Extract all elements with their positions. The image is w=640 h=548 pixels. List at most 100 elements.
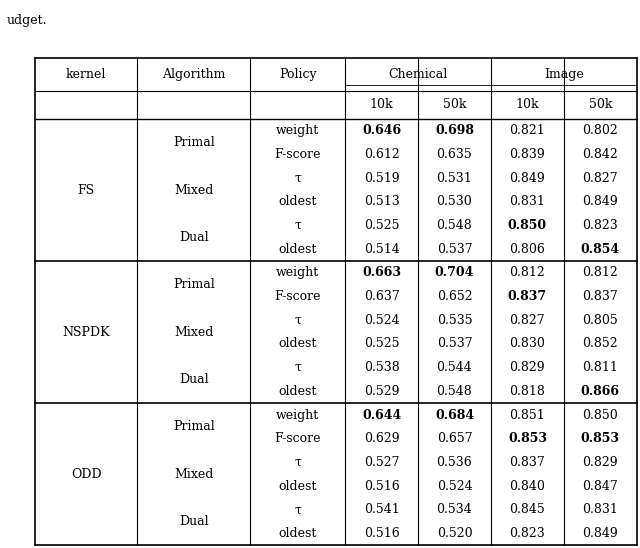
Text: 0.531: 0.531	[436, 172, 472, 185]
Text: 0.847: 0.847	[582, 480, 618, 493]
Text: 0.548: 0.548	[436, 219, 472, 232]
Text: 0.823: 0.823	[509, 527, 545, 540]
Text: τ: τ	[294, 219, 301, 232]
Text: τ: τ	[294, 456, 301, 469]
Text: 0.830: 0.830	[509, 338, 545, 351]
Text: 0.635: 0.635	[436, 148, 472, 161]
Text: 0.698: 0.698	[435, 124, 474, 138]
Text: τ: τ	[294, 314, 301, 327]
Text: Dual: Dual	[179, 515, 209, 528]
Text: Mixed: Mixed	[174, 467, 214, 481]
Text: 0.852: 0.852	[582, 338, 618, 351]
Text: 0.818: 0.818	[509, 385, 545, 398]
Text: ODD: ODD	[71, 467, 102, 481]
Text: 0.514: 0.514	[364, 243, 399, 256]
Text: oldest: oldest	[278, 480, 317, 493]
Text: oldest: oldest	[278, 196, 317, 208]
Text: 0.823: 0.823	[582, 219, 618, 232]
Text: 0.849: 0.849	[582, 196, 618, 208]
Text: 0.854: 0.854	[580, 243, 620, 256]
Text: Primal: Primal	[173, 136, 214, 149]
Text: 0.821: 0.821	[509, 124, 545, 138]
Text: oldest: oldest	[278, 527, 317, 540]
Text: Primal: Primal	[173, 420, 214, 433]
Text: τ: τ	[294, 361, 301, 374]
Text: 0.534: 0.534	[436, 503, 472, 516]
Text: 0.853: 0.853	[581, 432, 620, 445]
Text: 0.535: 0.535	[436, 314, 472, 327]
Text: 0.544: 0.544	[436, 361, 472, 374]
Text: weight: weight	[276, 408, 319, 421]
Text: 0.525: 0.525	[364, 338, 399, 351]
Text: 0.538: 0.538	[364, 361, 399, 374]
Text: 0.829: 0.829	[509, 361, 545, 374]
Text: oldest: oldest	[278, 338, 317, 351]
Text: 0.529: 0.529	[364, 385, 399, 398]
Text: 0.849: 0.849	[509, 172, 545, 185]
Text: 0.513: 0.513	[364, 196, 399, 208]
Text: 0.537: 0.537	[436, 338, 472, 351]
Text: 0.812: 0.812	[582, 266, 618, 279]
Text: Mixed: Mixed	[174, 184, 214, 197]
Text: F-score: F-score	[275, 432, 321, 445]
Text: F-score: F-score	[275, 148, 321, 161]
Text: oldest: oldest	[278, 243, 317, 256]
Text: 0.839: 0.839	[509, 148, 545, 161]
Text: 0.850: 0.850	[508, 219, 547, 232]
Text: 0.637: 0.637	[364, 290, 399, 303]
Text: 0.851: 0.851	[509, 408, 545, 421]
Text: 0.537: 0.537	[436, 243, 472, 256]
Text: 0.644: 0.644	[362, 408, 401, 421]
Text: 0.837: 0.837	[582, 290, 618, 303]
Text: 0.548: 0.548	[436, 385, 472, 398]
Text: kernel: kernel	[66, 67, 106, 81]
Text: 0.684: 0.684	[435, 408, 474, 421]
Text: 0.840: 0.840	[509, 480, 545, 493]
Text: Image: Image	[544, 67, 584, 81]
Text: 0.663: 0.663	[362, 266, 401, 279]
Text: 0.831: 0.831	[509, 196, 545, 208]
Text: τ: τ	[294, 172, 301, 185]
Text: τ: τ	[294, 503, 301, 516]
Text: 0.516: 0.516	[364, 527, 399, 540]
Text: 0.837: 0.837	[509, 456, 545, 469]
Text: 0.866: 0.866	[581, 385, 620, 398]
Text: 0.652: 0.652	[436, 290, 472, 303]
Text: Dual: Dual	[179, 231, 209, 244]
Text: 0.802: 0.802	[582, 124, 618, 138]
Text: 0.527: 0.527	[364, 456, 399, 469]
Text: 0.541: 0.541	[364, 503, 399, 516]
Text: Policy: Policy	[279, 67, 317, 81]
Text: 0.812: 0.812	[509, 266, 545, 279]
Text: Mixed: Mixed	[174, 326, 214, 339]
Text: 0.811: 0.811	[582, 361, 618, 374]
Text: 0.524: 0.524	[364, 314, 399, 327]
Text: 0.831: 0.831	[582, 503, 618, 516]
Text: 0.536: 0.536	[436, 456, 472, 469]
Text: 0.806: 0.806	[509, 243, 545, 256]
Text: 0.829: 0.829	[582, 456, 618, 469]
Text: Algorithm: Algorithm	[162, 67, 225, 81]
Text: 0.657: 0.657	[436, 432, 472, 445]
Text: Dual: Dual	[179, 373, 209, 386]
Text: 0.805: 0.805	[582, 314, 618, 327]
Text: Chemical: Chemical	[388, 67, 447, 81]
Text: 0.853: 0.853	[508, 432, 547, 445]
Text: 0.520: 0.520	[436, 527, 472, 540]
Text: 0.646: 0.646	[362, 124, 401, 138]
Text: 0.519: 0.519	[364, 172, 399, 185]
Text: 0.525: 0.525	[364, 219, 399, 232]
Text: 0.704: 0.704	[435, 266, 474, 279]
Text: 0.845: 0.845	[509, 503, 545, 516]
Text: 0.530: 0.530	[436, 196, 472, 208]
Text: 0.516: 0.516	[364, 480, 399, 493]
Text: 10k: 10k	[370, 98, 394, 111]
Text: weight: weight	[276, 266, 319, 279]
Text: 0.827: 0.827	[509, 314, 545, 327]
Text: 0.827: 0.827	[582, 172, 618, 185]
Text: 50k: 50k	[589, 98, 612, 111]
Text: 50k: 50k	[443, 98, 467, 111]
Text: 0.612: 0.612	[364, 148, 399, 161]
Text: F-score: F-score	[275, 290, 321, 303]
Text: NSPDK: NSPDK	[63, 326, 110, 339]
